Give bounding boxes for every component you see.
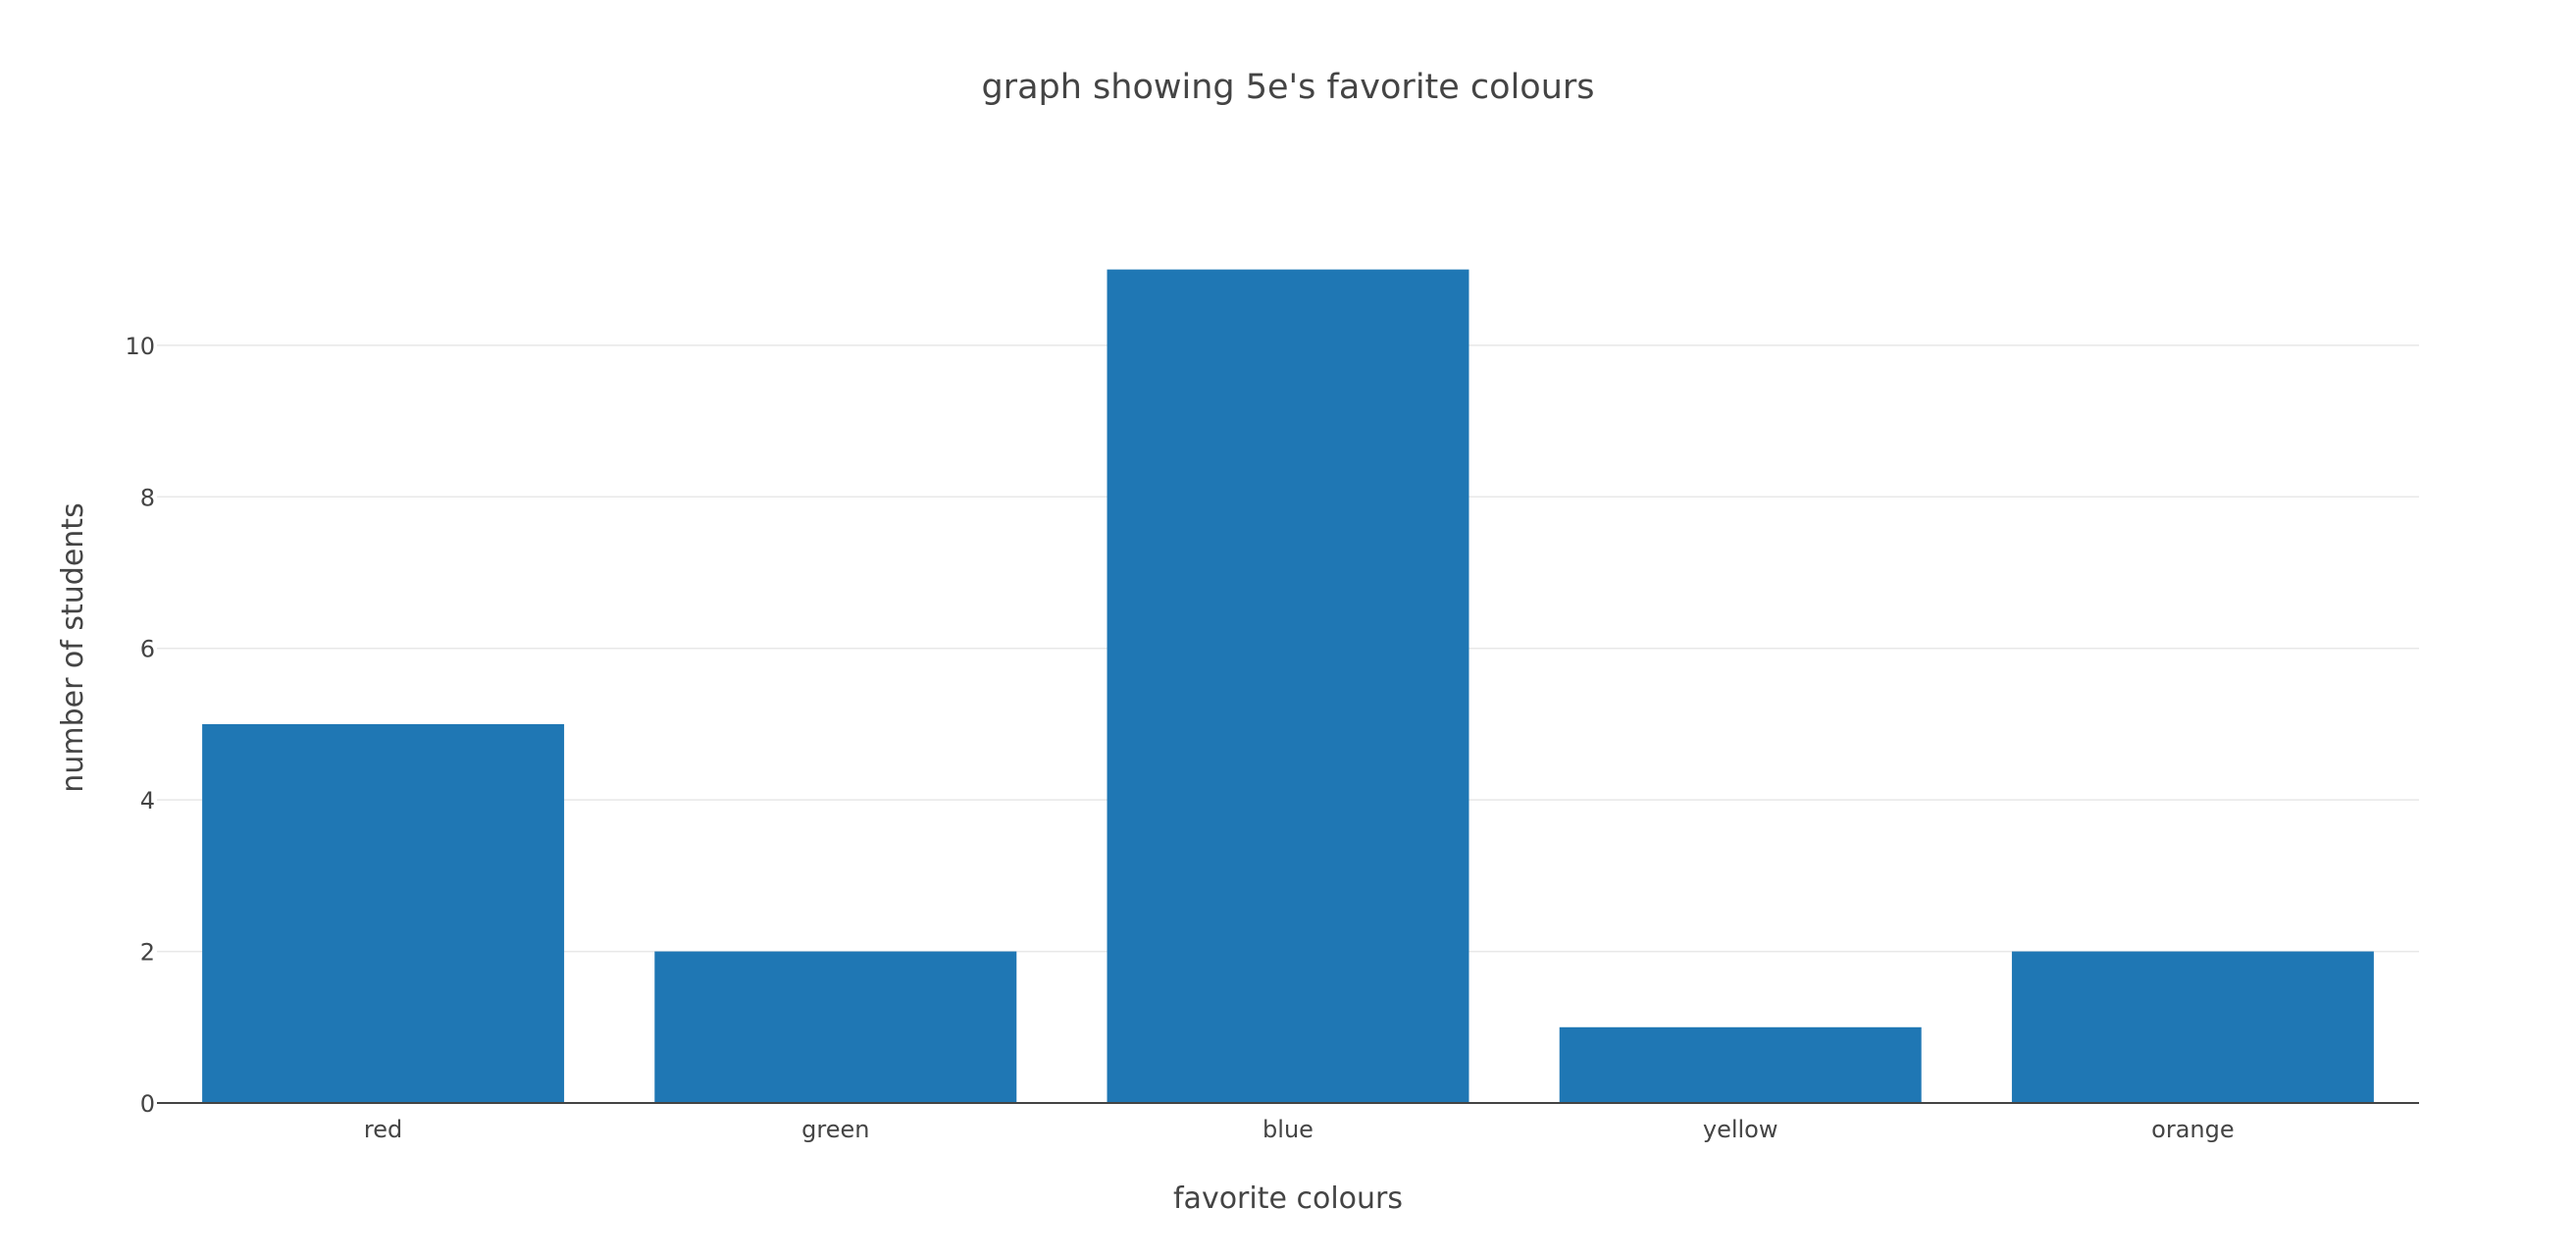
x-tick-labels: red green blue yellow orange [364,1116,2235,1143]
y-axis-title: number of students [56,502,90,792]
x-tick-label-green: green [801,1116,869,1143]
chart-title: graph showing 5e's favorite colours [981,68,1594,107]
y-tick-label: 10 [125,333,155,360]
bar-blue [1107,269,1469,1103]
bar-green [654,951,1017,1103]
bar-orange [2011,951,2374,1103]
bar-yellow [1559,1026,1922,1103]
x-tick-label-orange: orange [2151,1116,2234,1143]
y-tick-label: 4 [140,787,155,814]
y-tick-label: 2 [140,939,155,967]
bar-red [202,723,565,1103]
x-tick-label-red: red [364,1116,402,1143]
y-tick-label: 0 [140,1090,155,1118]
x-tick-label-blue: blue [1262,1116,1314,1143]
y-tick-label: 8 [140,484,155,511]
y-tick-label: 6 [140,636,155,663]
x-axis-title: favorite colours [1173,1181,1403,1216]
bars [202,269,2374,1103]
y-tick-labels: 0 2 4 6 8 10 [125,333,155,1118]
x-tick-label-yellow: yellow [1703,1116,1778,1143]
